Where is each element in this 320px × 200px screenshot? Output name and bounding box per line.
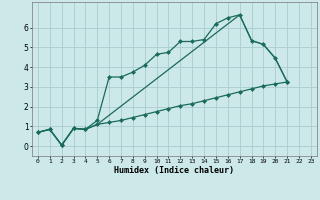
X-axis label: Humidex (Indice chaleur): Humidex (Indice chaleur) [115, 166, 234, 175]
